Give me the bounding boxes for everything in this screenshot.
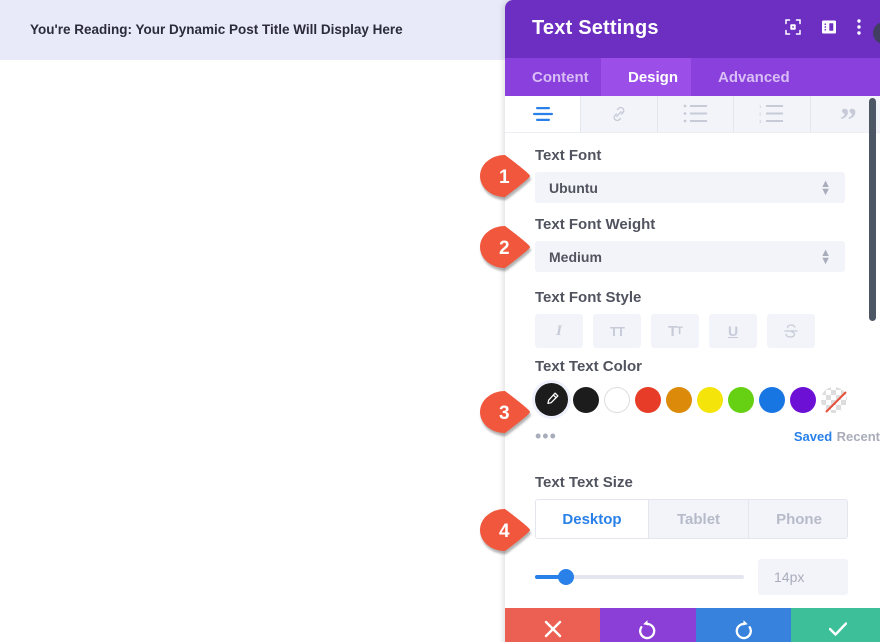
svg-text:3: 3	[759, 119, 762, 124]
svg-text:2: 2	[759, 112, 762, 117]
svg-text:1: 1	[759, 104, 762, 109]
